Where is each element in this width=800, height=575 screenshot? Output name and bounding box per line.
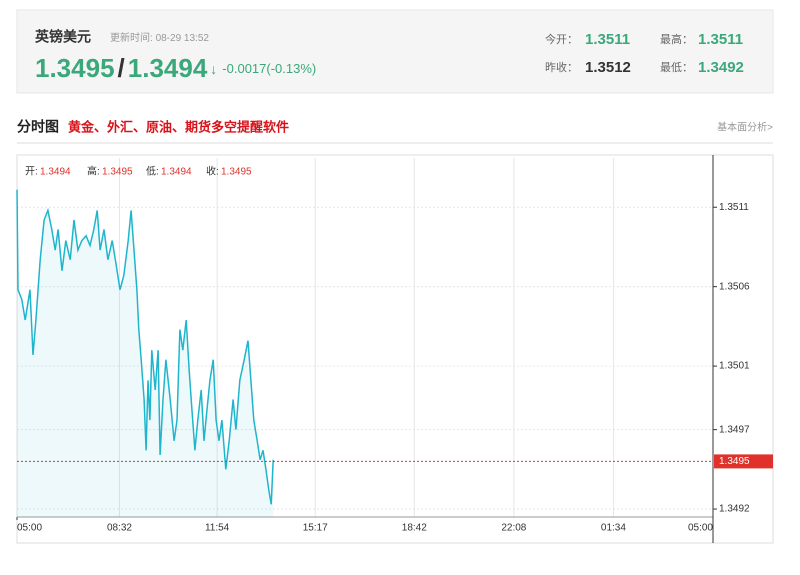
stat-label: 最高： bbox=[660, 32, 693, 46]
legend-label: 开: bbox=[25, 167, 38, 178]
stat-value: 1.3492 bbox=[698, 59, 744, 76]
change: -0.0017(-0.13%) bbox=[222, 61, 316, 76]
promo-link[interactable]: 黄金、外汇、原油、期货多空提醒软件 bbox=[68, 119, 289, 134]
stat-value: 1.3512 bbox=[585, 59, 631, 76]
price: 1.3495/1.3494 ↓ -0.0017(-0.13%) bbox=[35, 53, 316, 83]
legend-label: 高: bbox=[87, 165, 100, 178]
legend-value: 1.3495 bbox=[102, 167, 133, 178]
pair-title: 英镑美元 bbox=[34, 29, 91, 45]
y-tick-label: 1.3511 bbox=[719, 202, 749, 213]
x-tick-label: 22:08 bbox=[501, 523, 526, 534]
x-tick-label: 01:34 bbox=[601, 523, 626, 534]
sep: / bbox=[118, 53, 125, 83]
legend-value: 1.3495 bbox=[221, 167, 252, 178]
x-tick-label: 11:54 bbox=[205, 523, 230, 534]
stat-label: 昨收： bbox=[545, 60, 578, 74]
x-tick-label: 15:17 bbox=[303, 523, 328, 534]
bid: 1.3495 bbox=[35, 53, 115, 83]
x-tick-label: 08:32 bbox=[107, 523, 132, 534]
x-tick-label: 05:00 bbox=[688, 523, 713, 534]
x-tick-label: 05:00 bbox=[17, 523, 42, 534]
arrow: ↓ bbox=[210, 61, 217, 77]
chart-frame bbox=[16, 154, 774, 544]
section-title: 分时图 bbox=[17, 119, 59, 135]
legend-label: 收: bbox=[206, 165, 219, 178]
legend-value: 1.3494 bbox=[161, 167, 192, 178]
area-fill bbox=[17, 189, 274, 518]
stat-label: 最低： bbox=[660, 61, 693, 74]
legend-label: 低: bbox=[146, 165, 159, 178]
y-tick-label: 1.3506 bbox=[719, 281, 750, 292]
y-tick-label: 1.3497 bbox=[719, 424, 750, 435]
ask: 1.3494 bbox=[128, 53, 208, 83]
analysis-link[interactable]: 基本面分析> bbox=[717, 121, 773, 134]
stat-label: 今开： bbox=[545, 32, 578, 46]
update-label: 更新时间: bbox=[110, 31, 153, 44]
legend-value: 1.3494 bbox=[40, 167, 71, 178]
x-tick-label: 18:42 bbox=[402, 523, 427, 534]
y-tick-label: 1.3501 bbox=[719, 361, 750, 372]
update-value: 08-29 13:52 bbox=[156, 33, 210, 44]
price-line bbox=[16, 189, 274, 505]
stat-value: 1.3511 bbox=[585, 31, 630, 48]
y-tick-label: 1.3492 bbox=[719, 504, 750, 515]
update-time: 更新时间: 08-29 13:52 bbox=[110, 31, 209, 44]
ref-label: 1.3495 bbox=[719, 456, 750, 467]
ref-label-box bbox=[714, 454, 773, 469]
stat-value: 1.3511 bbox=[698, 31, 743, 48]
quote-panel bbox=[16, 9, 774, 94]
